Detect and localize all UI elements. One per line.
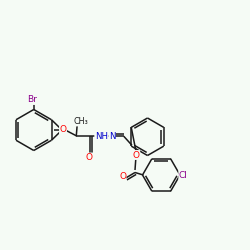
Text: NH: NH bbox=[95, 132, 108, 141]
Text: O: O bbox=[119, 172, 126, 181]
Text: N: N bbox=[109, 132, 115, 141]
Text: O: O bbox=[60, 126, 66, 134]
Text: O: O bbox=[86, 153, 93, 162]
Text: Br: Br bbox=[28, 96, 38, 104]
Text: Cl: Cl bbox=[179, 170, 188, 179]
Text: O: O bbox=[133, 150, 140, 160]
Text: CH₃: CH₃ bbox=[74, 117, 88, 126]
